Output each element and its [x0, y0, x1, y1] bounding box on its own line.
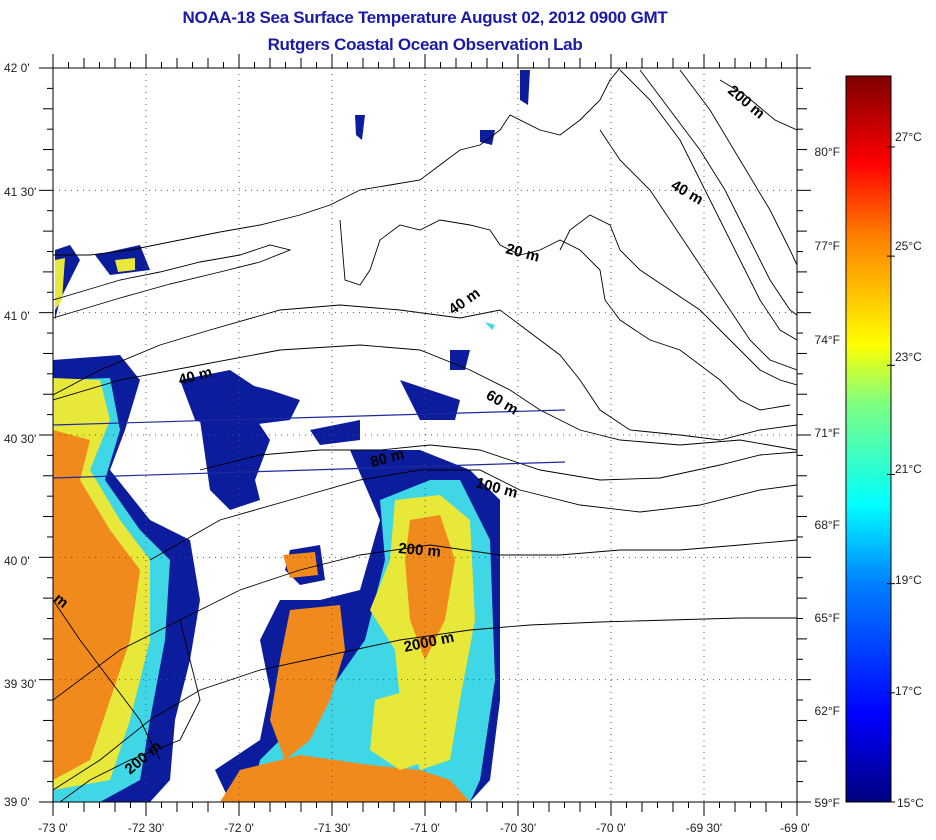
lon-label: -71 0' — [410, 821, 440, 835]
c-label: 25°C — [895, 239, 922, 253]
map-title: NOAA-18 Sea Surface Temperature August 0… — [182, 8, 668, 27]
lon-label: -73 0' — [38, 821, 68, 835]
sst-warm-patches — [53, 258, 495, 802]
c-label: 27°C — [895, 130, 922, 144]
lat-label: 41 0' — [4, 309, 30, 323]
lon-label: -71 30' — [314, 821, 350, 835]
contour-label: 40 m — [446, 285, 484, 319]
lat-label: 42 0' — [4, 61, 30, 75]
lat-label: 39 0' — [4, 795, 30, 809]
lat-labels: 42 0' 41 30' 41 0' 40 30' 40 0' 39 30' 3… — [4, 61, 36, 809]
map-subtitle: Rutgers Coastal Ocean Observation Lab — [267, 35, 583, 54]
f-label: 74°F — [815, 333, 840, 347]
f-label: 62°F — [815, 704, 840, 718]
lat-label: 39 30' — [4, 677, 36, 691]
f-label: 80°F — [815, 145, 840, 159]
lon-label: -69 0' — [780, 821, 810, 835]
f-label: 77°F — [815, 239, 840, 253]
contour-label: 60 m — [483, 387, 521, 419]
colorbar-ticks — [887, 146, 895, 803]
c-label: 19°C — [895, 573, 922, 587]
contour-label: 200 m — [398, 540, 442, 561]
lat-label: 40 0' — [4, 554, 30, 568]
lon-labels: -73 0' -72 30' -72 0' -71 30' -71 0' -70… — [38, 821, 810, 835]
contour-label: 20 m — [504, 240, 541, 265]
contour-label: 200 m — [724, 82, 768, 122]
c-label: 23°C — [895, 350, 922, 364]
fahrenheit-labels: 80°F 77°F 74°F 71°F 68°F 65°F 62°F 59°F — [815, 145, 840, 810]
sst-data-layer — [53, 70, 530, 802]
c-label: 21°C — [895, 462, 922, 476]
map-axes — [39, 54, 811, 816]
long-island-coast — [53, 244, 292, 319]
f-label: 65°F — [815, 611, 840, 625]
lon-label: -70 30' — [500, 821, 536, 835]
lon-label: -70 0' — [596, 821, 626, 835]
c-label: 17°C — [895, 684, 922, 698]
track-lines — [52, 409, 566, 479]
f-label: 59°F — [815, 796, 840, 810]
f-label: 71°F — [815, 426, 840, 440]
lon-label: -69 30' — [686, 821, 722, 835]
coastline-and-bathymetry — [53, 68, 797, 802]
c-label: 15°C — [897, 796, 924, 810]
f-label: 68°F — [815, 518, 840, 532]
lat-label: 41 30' — [4, 185, 36, 199]
celsius-labels: 27°C 25°C 23°C 21°C 19°C 17°C 15°C — [895, 130, 924, 810]
colorbar — [845, 75, 892, 803]
lat-label: 40 30' — [4, 432, 36, 446]
lon-label: -72 0' — [224, 821, 254, 835]
lon-label: -72 30' — [128, 821, 164, 835]
coastline — [53, 68, 621, 256]
